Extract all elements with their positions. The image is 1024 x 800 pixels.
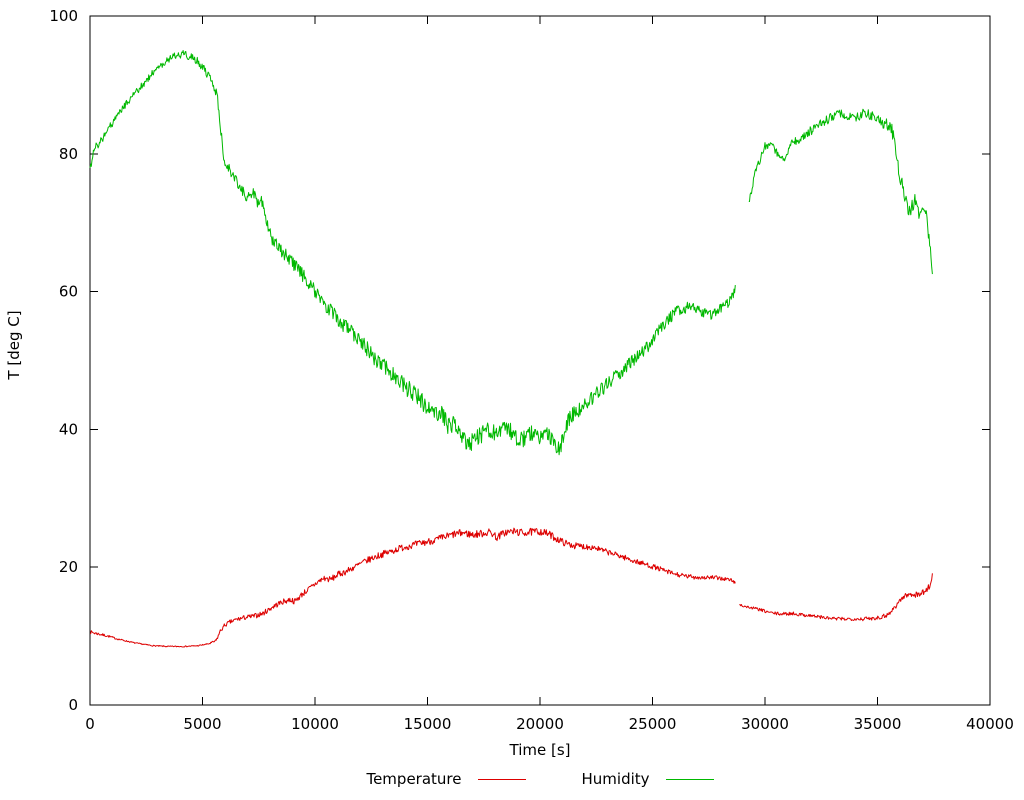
svg-text:40: 40 <box>59 420 78 438</box>
legend-label-temperature: Temperature <box>366 770 462 788</box>
svg-text:60: 60 <box>59 283 78 301</box>
humidity-line-sample <box>665 778 714 780</box>
svg-text:15000: 15000 <box>404 715 452 733</box>
y-axis-title: T [deg C] <box>5 310 23 380</box>
legend-item-humidity: Humidity <box>582 770 714 788</box>
svg-text:5000: 5000 <box>183 715 221 733</box>
svg-text:100: 100 <box>49 7 78 25</box>
svg-text:80: 80 <box>59 145 78 163</box>
svg-text:0: 0 <box>85 715 95 733</box>
svg-text:20000: 20000 <box>516 715 564 733</box>
legend: Temperature Humidity <box>90 770 990 788</box>
svg-text:25000: 25000 <box>629 715 677 733</box>
svg-text:10000: 10000 <box>291 715 339 733</box>
legend-item-temperature: Temperature <box>366 770 526 788</box>
svg-text:30000: 30000 <box>741 715 789 733</box>
svg-text:0: 0 <box>68 696 78 714</box>
legend-label-humidity: Humidity <box>581 770 650 788</box>
svg-text:40000: 40000 <box>966 715 1014 733</box>
x-axis-title: Time [s] <box>509 741 571 759</box>
plot-area: 0 5000 10000 15000 20000 25000 30000 35000 40000… <box>49 7 1014 733</box>
svg-text:20: 20 <box>59 558 78 576</box>
temperature-line-sample <box>477 778 526 780</box>
svg-text:35000: 35000 <box>854 715 902 733</box>
